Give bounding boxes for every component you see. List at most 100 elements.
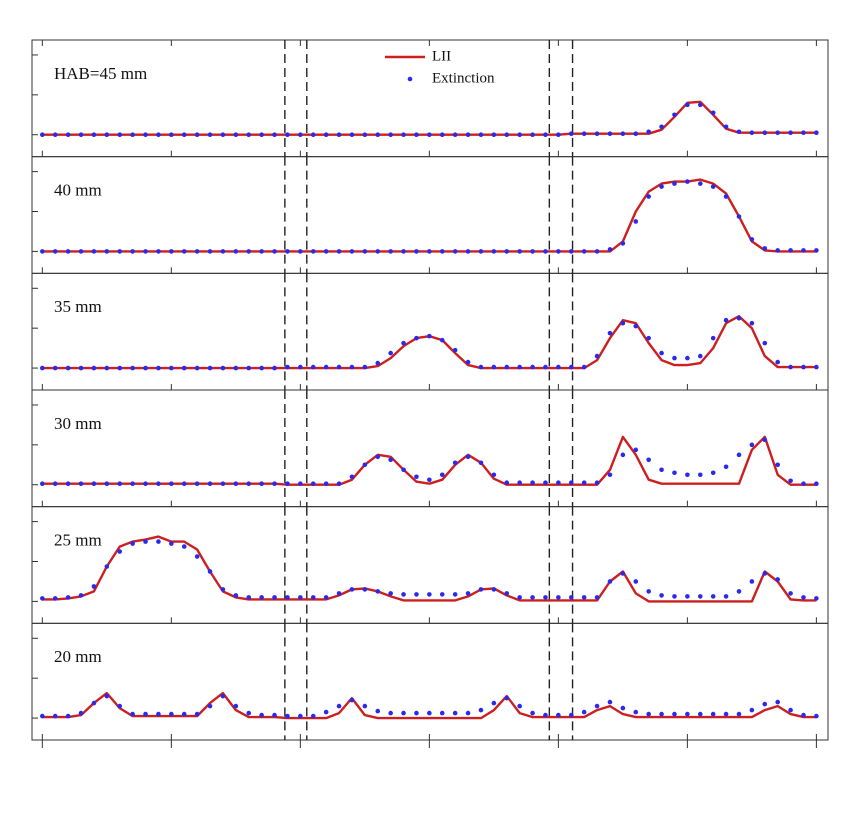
panel-label: 20 mm bbox=[54, 647, 102, 666]
extinction-point bbox=[375, 454, 381, 460]
extinction-point bbox=[801, 248, 806, 253]
extinction-point bbox=[543, 249, 548, 254]
extinction-point bbox=[581, 480, 587, 486]
extinction-point bbox=[672, 470, 677, 476]
extinction-point bbox=[285, 595, 290, 600]
extinction-point bbox=[233, 365, 239, 371]
panel-label: HAB=45 mm bbox=[54, 64, 147, 83]
extinction-point bbox=[207, 132, 213, 138]
extinction-point bbox=[323, 132, 329, 138]
extinction-point bbox=[504, 591, 510, 596]
extinction-point bbox=[388, 132, 393, 138]
extinction-point bbox=[762, 246, 768, 251]
extinction-point bbox=[556, 132, 561, 138]
extinction-point bbox=[568, 364, 574, 370]
extinction-point bbox=[814, 596, 819, 601]
extinction-point bbox=[697, 594, 703, 599]
extinction-point bbox=[349, 474, 355, 480]
extinction-point bbox=[414, 132, 419, 138]
extinction-point bbox=[91, 700, 97, 706]
extinction-point bbox=[530, 132, 535, 138]
extinction-point bbox=[801, 595, 806, 600]
extinction-point bbox=[130, 481, 135, 487]
extinction-point bbox=[52, 365, 58, 371]
extinction-point bbox=[504, 249, 510, 254]
extinction-point bbox=[736, 129, 742, 135]
extinction-point bbox=[788, 478, 793, 484]
extinction-point bbox=[220, 693, 226, 699]
extinction-point bbox=[220, 587, 226, 592]
extinction-point bbox=[259, 712, 264, 718]
extinction-point bbox=[620, 320, 626, 326]
extinction-point bbox=[659, 711, 664, 717]
extinction-point bbox=[788, 707, 793, 713]
extinction-point bbox=[633, 447, 639, 453]
extinction-point bbox=[388, 350, 393, 356]
extinction-point bbox=[491, 132, 497, 138]
extinction-point bbox=[723, 594, 729, 599]
extinction-point bbox=[298, 595, 303, 600]
extinction-point bbox=[530, 710, 535, 716]
extinction-point bbox=[323, 481, 329, 487]
extinction-point bbox=[130, 541, 135, 546]
extinction-point bbox=[581, 364, 587, 370]
extinction-point bbox=[220, 365, 226, 371]
extinction-point bbox=[749, 320, 755, 326]
extinction-point bbox=[233, 703, 239, 709]
extinction-point bbox=[336, 703, 342, 709]
extinction-point bbox=[478, 460, 484, 466]
extinction-point bbox=[801, 130, 806, 136]
extinction-point bbox=[194, 365, 200, 371]
extinction-point bbox=[194, 481, 200, 487]
extinction-point bbox=[349, 364, 355, 370]
extinction-point bbox=[478, 249, 484, 254]
panel-label: 35 mm bbox=[54, 297, 102, 316]
extinction-point bbox=[685, 102, 690, 108]
extinction-point bbox=[65, 595, 71, 600]
extinction-point bbox=[556, 595, 561, 600]
extinction-point bbox=[697, 102, 703, 108]
extinction-point bbox=[233, 593, 239, 598]
extinction-point bbox=[362, 364, 368, 370]
extinction-point bbox=[775, 248, 780, 253]
extinction-point bbox=[375, 708, 381, 714]
extinction-point bbox=[362, 132, 368, 138]
extinction-point bbox=[788, 364, 793, 370]
extinction-point bbox=[169, 365, 174, 371]
extinction-point bbox=[697, 711, 703, 717]
extinction-point bbox=[336, 249, 342, 254]
extinction-point bbox=[375, 132, 381, 138]
extinction-point bbox=[272, 481, 277, 487]
extinction-point bbox=[91, 481, 97, 487]
extinction-point bbox=[685, 594, 690, 599]
extinction-point bbox=[388, 457, 393, 463]
extinction-point bbox=[414, 710, 419, 716]
extinction-point bbox=[272, 712, 277, 718]
extinction-point bbox=[814, 481, 819, 487]
extinction-point bbox=[233, 481, 239, 487]
extinction-point bbox=[749, 442, 755, 448]
extinction-point bbox=[323, 364, 329, 370]
extinction-point bbox=[323, 249, 329, 254]
extinction-point bbox=[439, 710, 445, 716]
extinction-point bbox=[156, 365, 161, 371]
extinction-point bbox=[762, 130, 768, 136]
extinction-point bbox=[78, 481, 84, 487]
extinction-point bbox=[775, 359, 780, 365]
extinction-point bbox=[491, 700, 497, 706]
extinction-point bbox=[40, 365, 45, 371]
extinction-point bbox=[143, 132, 148, 138]
extinction-point bbox=[272, 249, 277, 254]
extinction-point bbox=[633, 131, 639, 137]
extinction-point bbox=[220, 132, 226, 138]
extinction-point bbox=[169, 711, 174, 717]
extinction-point bbox=[581, 595, 587, 600]
extinction-point bbox=[517, 480, 522, 486]
extinction-point bbox=[414, 474, 419, 480]
extinction-point bbox=[298, 364, 303, 370]
extinction-point bbox=[285, 713, 290, 719]
extinction-point bbox=[117, 481, 123, 487]
extinction-point bbox=[607, 579, 613, 584]
extinction-point bbox=[556, 364, 561, 370]
